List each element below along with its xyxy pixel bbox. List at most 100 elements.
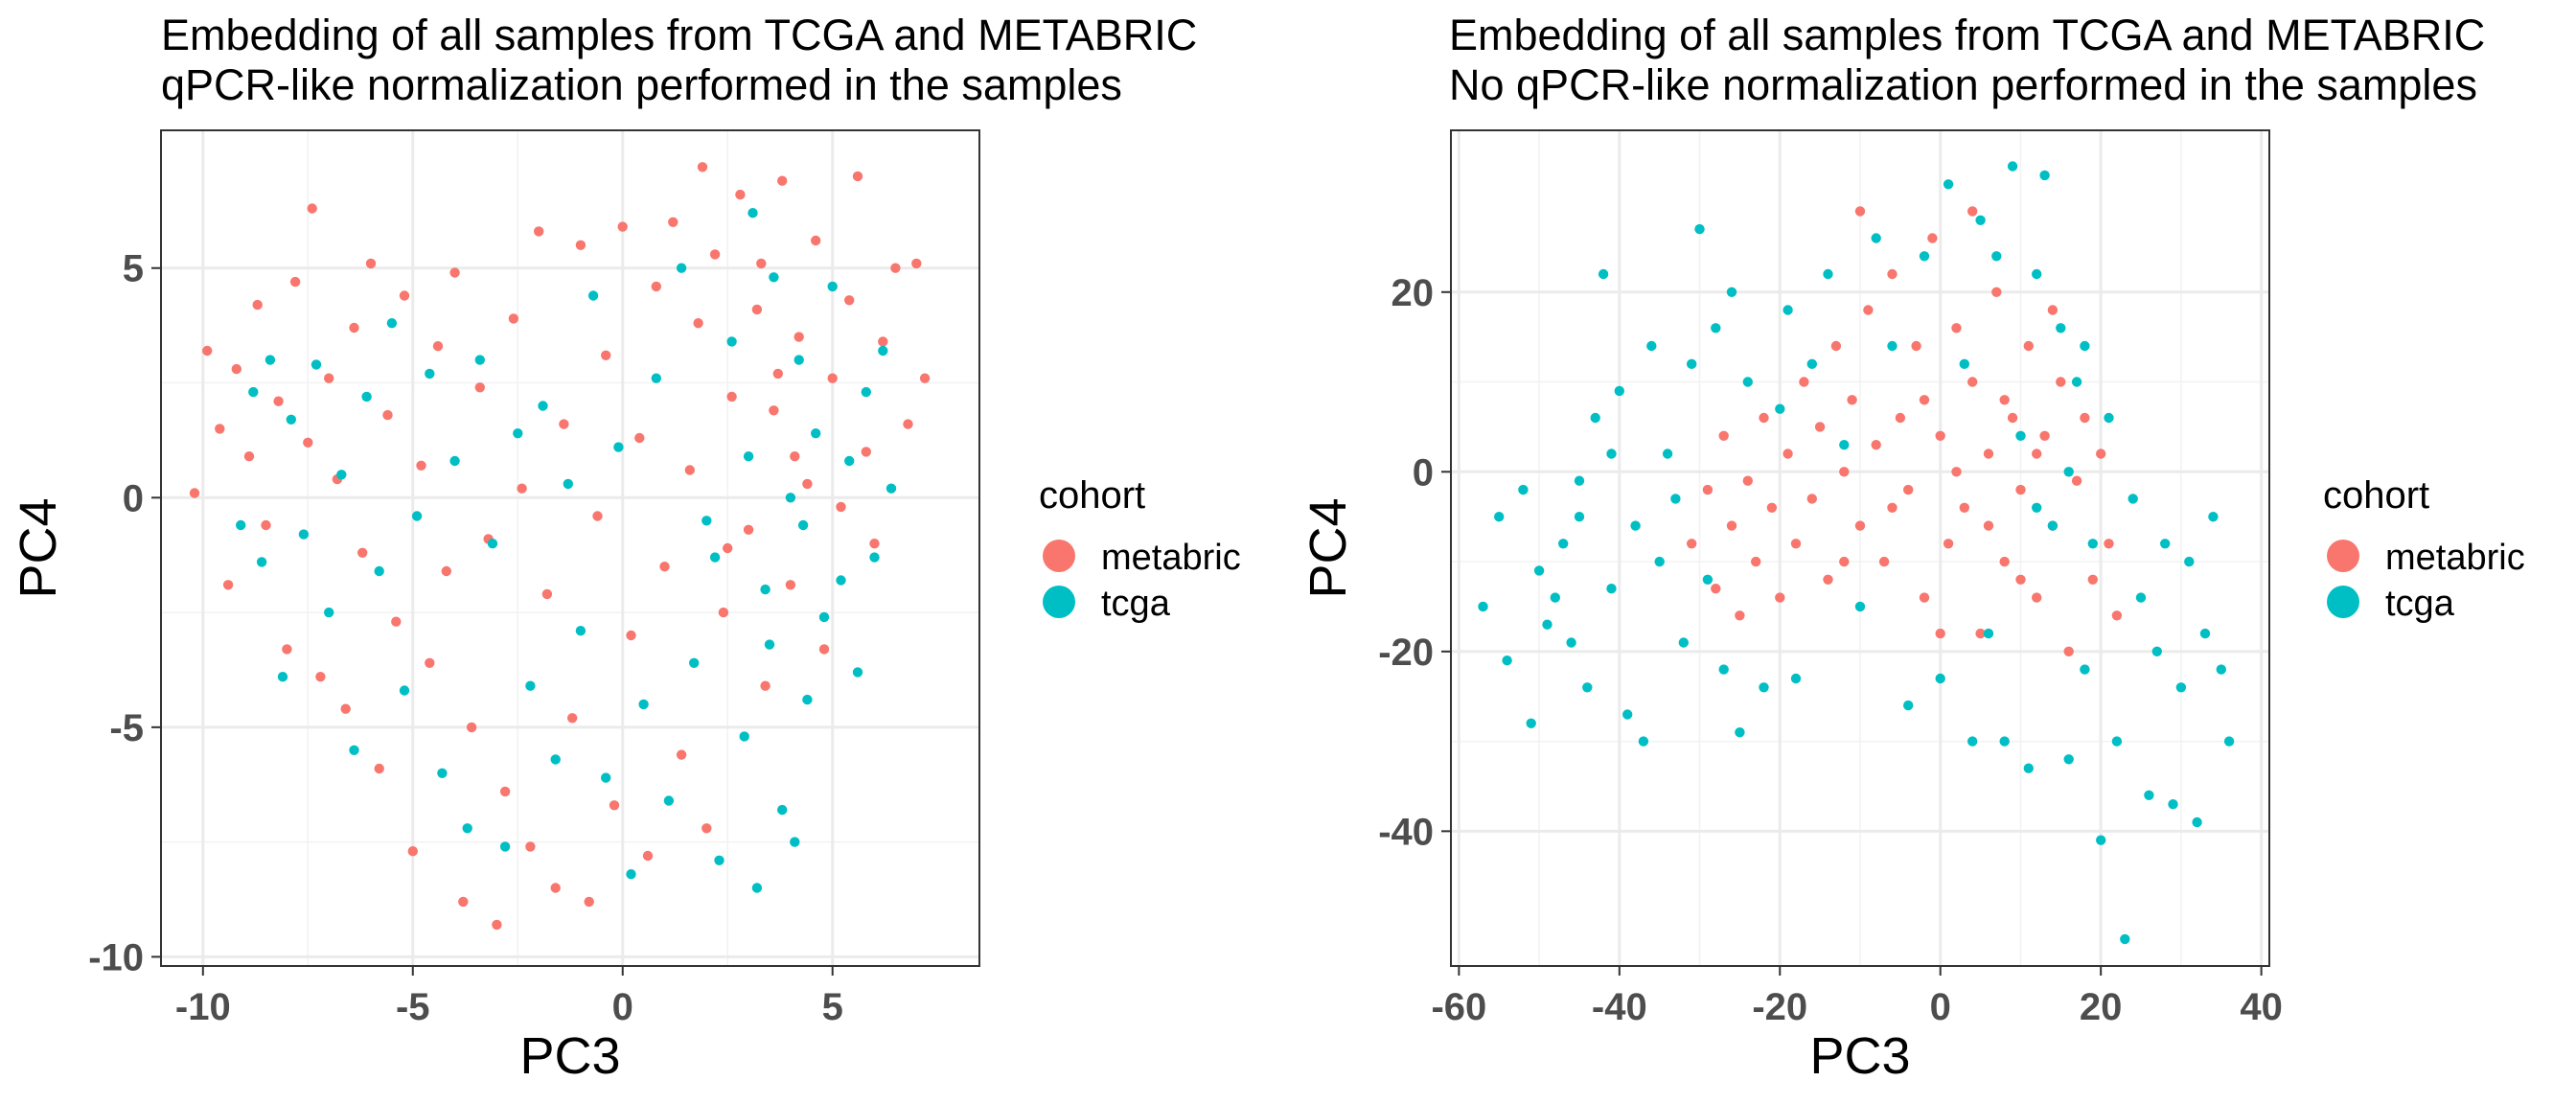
point-tcga <box>1670 494 1681 504</box>
right-scatter-panel: Embedding of all samples from TCGA and M… <box>1300 11 2525 1085</box>
point-tcga <box>575 626 586 636</box>
point-metabric <box>567 713 578 724</box>
point-metabric <box>1975 628 1986 639</box>
point-tcga <box>651 373 661 383</box>
point-metabric <box>878 336 888 347</box>
point-tcga <box>399 685 410 696</box>
point-metabric <box>1935 430 1945 441</box>
right-legend-title: cohort <box>2323 474 2429 517</box>
point-metabric <box>919 373 931 383</box>
point-metabric <box>772 368 783 380</box>
point-tcga <box>1502 656 1512 666</box>
point-tcga <box>1702 574 1714 585</box>
point-tcga <box>802 694 813 705</box>
point-metabric <box>1782 448 1793 459</box>
right-axis-ticks: -60 -40 -20 0 20 40 -40 -20 0 20 <box>1378 272 2283 1028</box>
point-metabric <box>869 539 880 549</box>
point-metabric <box>441 565 451 577</box>
point-tcga <box>2007 161 2018 172</box>
point-metabric <box>2104 539 2114 549</box>
point-tcga <box>1566 637 1576 648</box>
point-tcga <box>702 516 712 526</box>
right-legend: cohort metabric tcga <box>2323 474 2525 624</box>
point-metabric <box>1830 340 1842 352</box>
point-metabric <box>365 258 377 269</box>
left-plot-area <box>160 129 980 967</box>
point-metabric <box>802 478 813 490</box>
point-metabric <box>492 919 502 931</box>
point-tcga <box>1967 736 1978 747</box>
point-metabric <box>252 299 263 310</box>
point-tcga <box>878 345 888 356</box>
point-tcga <box>726 336 737 347</box>
point-tcga <box>1687 358 1697 369</box>
point-tcga <box>1983 628 1994 639</box>
point-metabric <box>315 672 326 682</box>
point-metabric <box>550 883 561 893</box>
point-metabric <box>760 680 770 691</box>
point-metabric <box>1790 539 1802 549</box>
x-tick-label: 40 <box>2240 986 2283 1028</box>
y-tick-label: 20 <box>1392 272 1435 314</box>
point-metabric <box>735 189 746 200</box>
point-tcga <box>1654 556 1665 567</box>
point-tcga <box>811 428 821 439</box>
point-tcga <box>550 754 561 765</box>
left-points <box>189 162 931 931</box>
point-metabric <box>517 483 527 494</box>
point-metabric <box>1911 340 1921 352</box>
point-tcga <box>2184 556 2195 567</box>
point-metabric <box>374 763 384 774</box>
point-metabric <box>1999 556 2010 567</box>
point-metabric <box>189 488 200 498</box>
point-tcga <box>709 552 721 563</box>
point-metabric <box>1887 502 1898 513</box>
point-metabric <box>844 295 855 306</box>
point-tcga <box>1823 268 1833 280</box>
point-metabric <box>1895 412 1906 424</box>
point-metabric <box>1991 287 2002 297</box>
point-metabric <box>289 276 301 288</box>
point-metabric <box>911 258 922 269</box>
x-tick-label: 20 <box>2080 986 2123 1028</box>
point-tcga <box>411 511 423 521</box>
point-metabric <box>777 175 788 186</box>
point-tcga <box>1959 358 1969 369</box>
y-tick-label: -5 <box>109 707 144 749</box>
point-metabric <box>1687 539 1697 549</box>
left-legend-label-tcga: tcga <box>1101 584 1171 624</box>
point-tcga <box>2080 340 2090 352</box>
point-metabric <box>1854 206 1866 217</box>
left-legend-label-metabric: metabric <box>1101 538 1241 578</box>
point-metabric <box>1759 412 1769 424</box>
point-metabric <box>1959 502 1969 513</box>
point-metabric <box>1766 502 1778 513</box>
point-metabric <box>890 263 901 273</box>
point-metabric <box>391 616 402 627</box>
point-tcga <box>1903 700 1914 711</box>
point-metabric <box>231 363 242 375</box>
point-tcga <box>487 539 498 549</box>
point-tcga <box>310 359 322 370</box>
left-y-axis-title: PC4 <box>10 497 67 598</box>
point-tcga <box>2144 790 2154 800</box>
point-tcga <box>1582 682 1593 693</box>
point-metabric <box>1878 556 1890 567</box>
point-metabric <box>2007 412 2018 424</box>
point-tcga <box>499 841 511 852</box>
point-metabric <box>340 703 351 714</box>
point-tcga <box>1887 340 1898 352</box>
point-metabric <box>676 749 687 760</box>
point-tcga <box>2104 412 2114 424</box>
point-metabric <box>642 850 654 862</box>
point-tcga <box>638 699 649 710</box>
right-chart-title: Embedding of all samples from TCGA and M… <box>1449 11 2485 59</box>
point-metabric <box>852 171 863 182</box>
left-x-axis-title: PC3 <box>519 1027 620 1085</box>
point-tcga <box>794 355 804 365</box>
left-plot-border <box>160 129 980 967</box>
point-tcga <box>525 680 536 691</box>
point-metabric <box>1718 430 1729 441</box>
left-legend-title: cohort <box>1039 474 1145 517</box>
point-metabric <box>1814 422 1826 432</box>
